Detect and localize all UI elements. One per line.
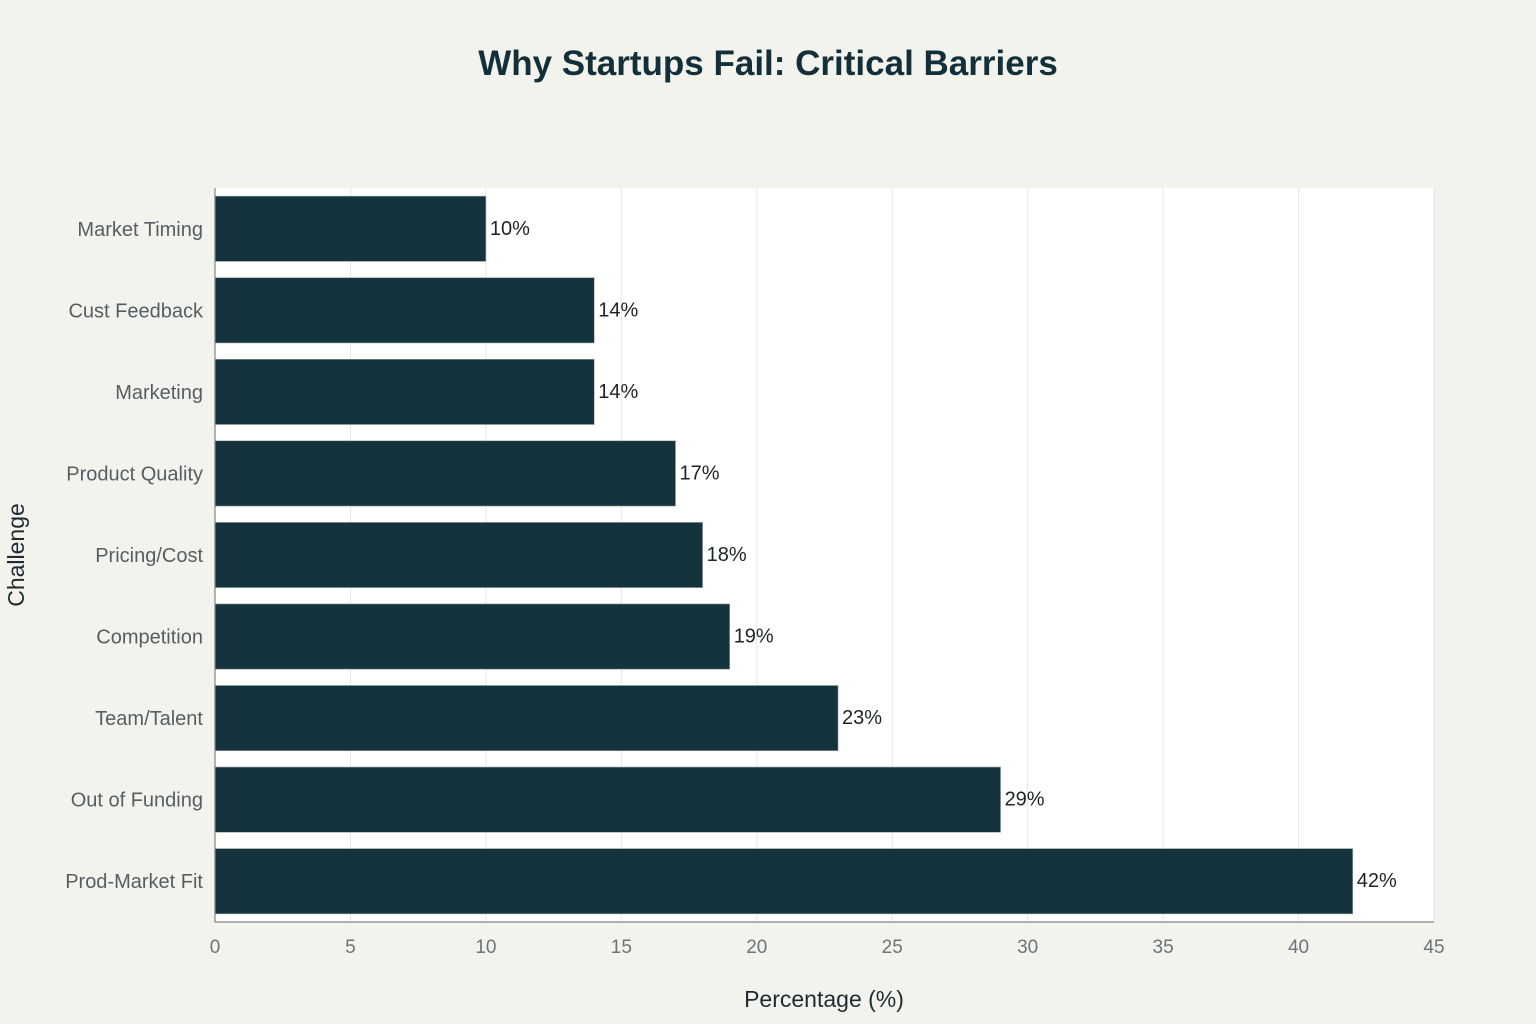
data-label: 14% bbox=[598, 299, 638, 321]
bar bbox=[214, 603, 730, 670]
category-label: Marketing bbox=[115, 382, 203, 404]
x-tick-label: 30 bbox=[1017, 937, 1038, 958]
x-tick-label: 40 bbox=[1288, 937, 1309, 958]
data-label: 19% bbox=[734, 626, 774, 648]
chart-title: Why Startups Fail: Critical Barriers bbox=[478, 44, 1058, 83]
category-label: Out of Funding bbox=[71, 790, 203, 812]
bar bbox=[214, 277, 595, 344]
category-label: Competition bbox=[96, 627, 203, 649]
bar bbox=[214, 195, 487, 262]
x-tick-labels: 0 5 10 15 20 25 30 35 40 45 bbox=[210, 937, 1445, 958]
x-tick-label: 25 bbox=[882, 937, 903, 958]
category-label: Market Timing bbox=[77, 219, 203, 241]
data-label: 17% bbox=[680, 462, 720, 484]
bar bbox=[214, 848, 1354, 915]
x-tick-label: 10 bbox=[475, 937, 496, 958]
data-label: 10% bbox=[490, 218, 530, 240]
bar bbox=[214, 440, 676, 507]
data-labels: 10% 14% 14% 17% 18% 19% 23% 29% 42% bbox=[490, 218, 1397, 892]
category-label: Cust Feedback bbox=[68, 300, 204, 322]
data-label: 29% bbox=[1005, 789, 1045, 811]
category-label: Pricing/Cost bbox=[95, 545, 203, 567]
x-tick-label: 35 bbox=[1153, 937, 1174, 958]
data-label: 23% bbox=[842, 707, 882, 729]
y-category-labels: Market Timing Cust Feedback Marketing Produ… bbox=[65, 219, 204, 893]
x-tick-label: 45 bbox=[1423, 937, 1444, 958]
x-axis-title: Percentage (%) bbox=[744, 986, 904, 1012]
x-tick-label: 0 bbox=[210, 937, 221, 958]
bar bbox=[214, 358, 595, 425]
axes bbox=[214, 188, 1434, 923]
bar bbox=[214, 766, 1001, 833]
y-axis-title: Challenge bbox=[3, 503, 29, 607]
x-tick-label: 5 bbox=[345, 937, 356, 958]
data-label: 42% bbox=[1357, 870, 1397, 892]
category-label: Product Quality bbox=[66, 463, 203, 485]
bar bbox=[214, 522, 703, 588]
category-label: Prod-Market Fit bbox=[65, 871, 203, 893]
x-tick-label: 15 bbox=[611, 937, 632, 958]
bar bbox=[214, 685, 839, 752]
bars bbox=[214, 195, 1354, 915]
data-label: 14% bbox=[598, 381, 638, 403]
x-tick-label: 20 bbox=[746, 937, 767, 958]
category-label: Team/Talent bbox=[95, 708, 203, 730]
data-label: 18% bbox=[707, 544, 747, 566]
